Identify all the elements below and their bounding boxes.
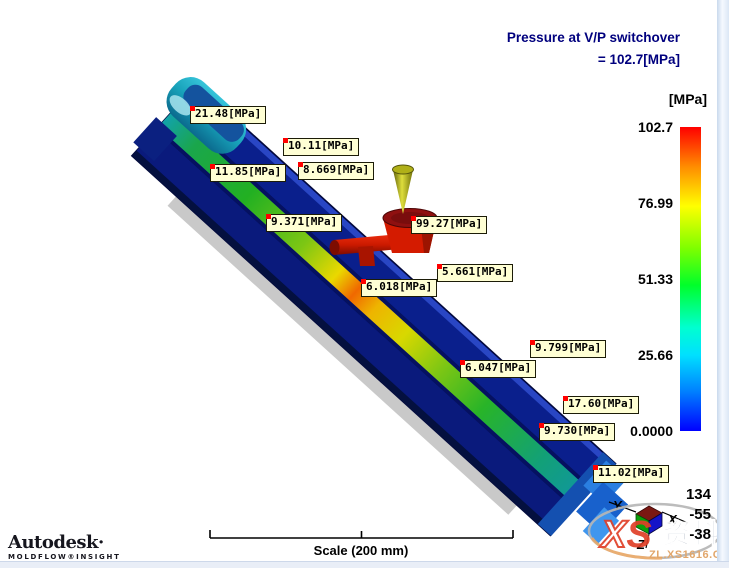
window-bottom-border: [0, 561, 729, 568]
probe-value: 6.047[MPa]: [465, 361, 532, 374]
probe-label[interactable]: 17.60[MPa]: [563, 396, 640, 414]
legend-tick-min: 0.0000: [630, 423, 673, 439]
probe-value: 9.799[MPa]: [535, 341, 602, 354]
legend-tick-75: 76.99: [637, 195, 673, 211]
probe-marker-icon: [563, 396, 568, 401]
scale-bar-label: Scale (200 mm): [313, 543, 409, 558]
beam-lower-face: [136, 129, 574, 531]
probe-marker-icon: [593, 465, 598, 470]
probe-label[interactable]: 9.371[MPa]: [266, 214, 343, 232]
legend-color-bar: [680, 127, 701, 431]
beam-bottom-edge: [131, 150, 556, 536]
probe-marker-icon: [298, 162, 303, 167]
legend-unit-label: [MPa]: [668, 91, 707, 107]
beam-left-cap-highlight: [169, 95, 192, 116]
probe-marker-icon: [266, 214, 271, 219]
autodesk-logo: Autodesk· MOLDFLOW®INSIGHT: [8, 532, 121, 562]
beam-shadow: [167, 196, 518, 515]
beam-groove-edge-bottom: [155, 126, 577, 510]
runner-gate-stub: [358, 246, 375, 266]
plot-title: Pressure at V/P switchover = 102.7[MPa]: [507, 27, 680, 71]
probe-value: 21.48[MPa]: [195, 107, 262, 120]
probe-marker-icon: [361, 279, 366, 284]
probe-value: 11.02[MPa]: [598, 466, 665, 479]
beam-pressure-stripe: [158, 111, 591, 507]
probe-label[interactable]: 9.730[MPa]: [539, 423, 616, 441]
beam-groove-edge-top: [172, 108, 594, 491]
moldflow-insight-label: MOLDFLOW®INSIGHT: [8, 553, 121, 561]
autodesk-wordmark: Autodesk·: [8, 532, 104, 553]
triad-axis-y-label: Y: [613, 498, 623, 513]
beam-left-step: [133, 117, 177, 162]
probe-marker-icon: [210, 164, 215, 169]
triad-readout-3: -38: [689, 526, 711, 543]
legend-tick-25: 25.66: [637, 347, 673, 363]
injection-cone-icon: [393, 170, 413, 214]
probe-value: 9.371[MPa]: [271, 215, 338, 228]
probe-value: 10.11[MPa]: [288, 139, 355, 152]
probe-label[interactable]: 6.018[MPa]: [361, 279, 438, 297]
legend-tick-50: 51.33: [637, 271, 673, 287]
plot-title-line2: = 102.7[MPa]: [597, 52, 680, 67]
part-beam-model[interactable]: [111, 69, 650, 568]
probe-label[interactable]: 21.48[MPa]: [190, 106, 267, 124]
watermark-monogram-x: X: [599, 514, 629, 556]
probe-value: 8.669[MPa]: [303, 163, 370, 176]
triad-readout-2: -55: [689, 506, 711, 523]
probe-value: 11.85[MPa]: [215, 165, 282, 178]
probe-value: 9.730[MPa]: [544, 424, 611, 437]
triad-axis-x-label: X: [667, 512, 678, 527]
beam-end-step3: [582, 507, 620, 545]
probe-marker-icon: [411, 216, 416, 221]
probe-label[interactable]: 11.85[MPa]: [210, 164, 287, 182]
probe-value: 17.60[MPa]: [568, 397, 635, 410]
probe-marker-icon: [539, 423, 544, 428]
plot-title-line1: Pressure at V/P switchover: [506, 30, 680, 45]
probe-label[interactable]: 99.27[MPa]: [411, 216, 488, 234]
beam-end-step2: [576, 481, 629, 535]
svg-text:XS: XS: [599, 514, 652, 556]
probe-label[interactable]: 5.661[MPa]: [437, 264, 514, 282]
window-right-border: [717, 0, 729, 568]
probe-value: 99.27[MPa]: [416, 217, 483, 230]
probe-value: 6.018[MPa]: [366, 280, 433, 293]
scale-bar: [209, 530, 514, 539]
watermark-monogram-s: S: [626, 514, 651, 556]
legend-tick-max: 102.7: [637, 119, 673, 135]
probe-marker-icon: [190, 106, 195, 111]
probe-label[interactable]: 8.669[MPa]: [298, 162, 375, 180]
triad-cube-right: [648, 512, 663, 535]
probe-value: 5.661[MPa]: [442, 265, 509, 278]
probe-label[interactable]: 9.799[MPa]: [530, 340, 607, 358]
probe-marker-icon: [460, 360, 465, 365]
probe-label[interactable]: 11.02[MPa]: [593, 465, 670, 483]
probe-marker-icon: [437, 264, 442, 269]
probe-marker-icon: [283, 138, 288, 143]
injection-cone-top: [392, 164, 414, 175]
triad-axis-z-label: Z: [636, 537, 646, 552]
watermark-site-url: ZL.XS1616.COM: [649, 549, 729, 561]
probe-marker-icon: [530, 340, 535, 345]
probe-label[interactable]: 6.047[MPa]: [460, 360, 537, 378]
triad-readout-1: 134: [685, 486, 711, 503]
runner-end-cap: [329, 240, 340, 255]
probe-label[interactable]: 10.11[MPa]: [283, 138, 360, 156]
